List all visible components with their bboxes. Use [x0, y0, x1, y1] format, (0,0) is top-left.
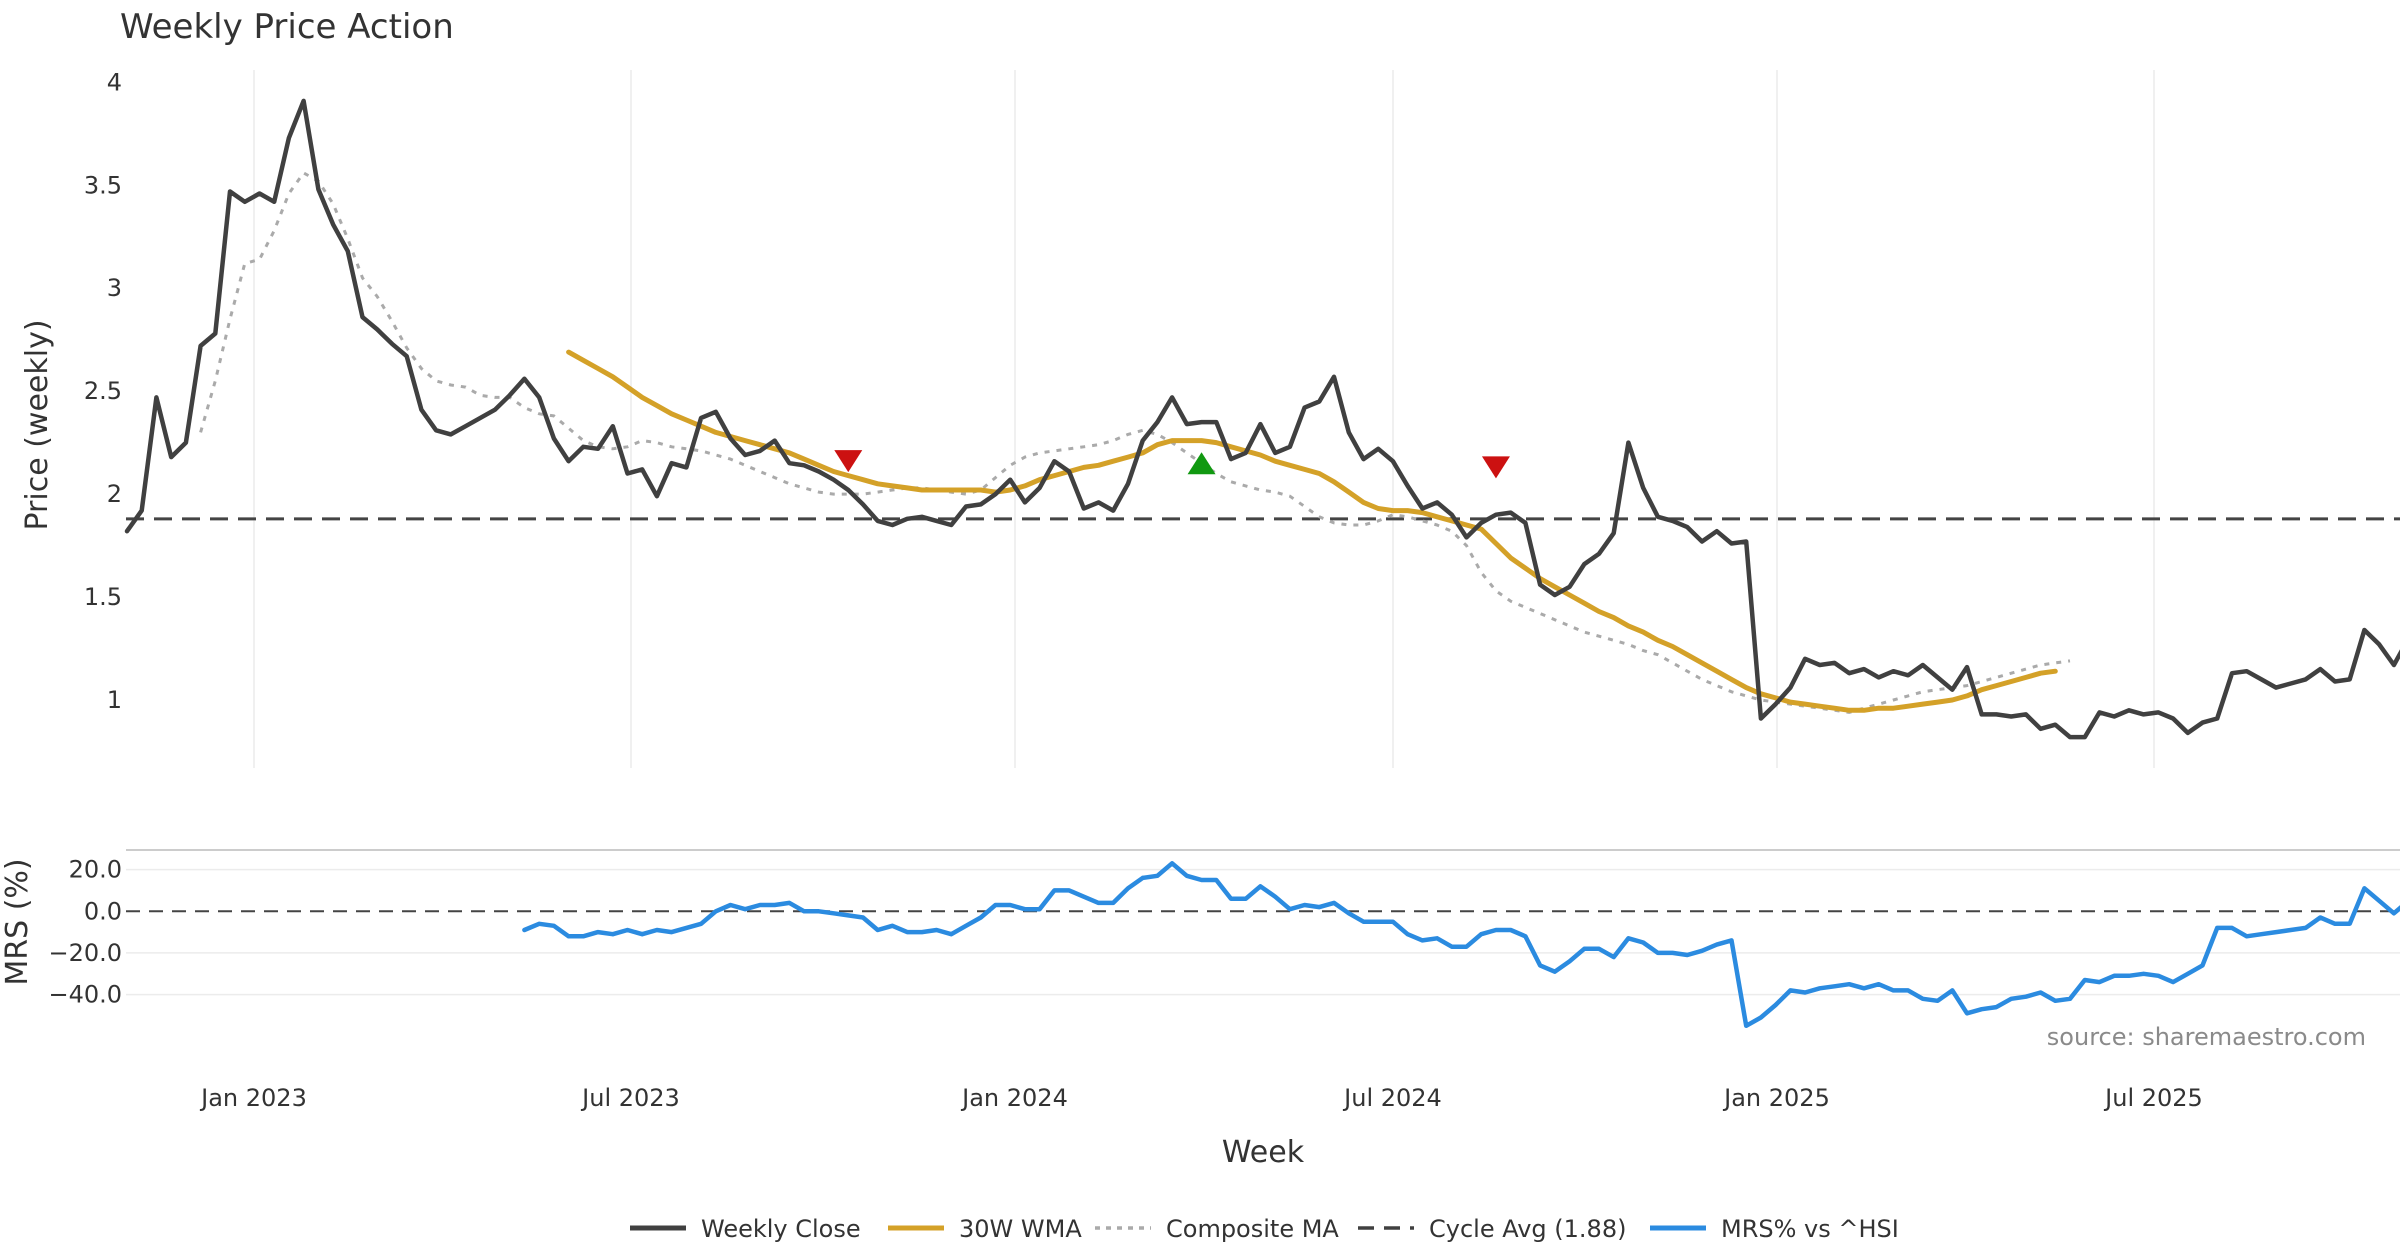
- signal-markers: [834, 450, 1510, 479]
- source-credit: source: sharemaestro.com: [2047, 1023, 2366, 1051]
- price-y-tick-label: 3.5: [84, 171, 122, 199]
- mrs-y-ticks: 20.0 0.0 −20.0 −40.0: [48, 856, 122, 1009]
- x-tick-label: Jan 2024: [960, 1084, 1068, 1112]
- legend-label: Weekly Close: [701, 1215, 861, 1243]
- x-tick-label: Jul 2024: [1342, 1084, 1442, 1112]
- mrs-series-layer: [522, 861, 2400, 1029]
- x-axis-label: Week: [1222, 1135, 1305, 1170]
- price-y-tick-label: 1.5: [84, 583, 122, 611]
- sell-signal-marker-2: [1481, 456, 1510, 479]
- mrs-panel-grid: [126, 868, 2400, 996]
- legend-label: MRS% vs ^HSI: [1721, 1215, 1899, 1243]
- price-y-tick-label: 2.5: [84, 377, 122, 405]
- series-30w-wma: [566, 349, 2058, 713]
- legend-label: Cycle Avg (1.88): [1429, 1215, 1626, 1243]
- sell-signal-marker-0: [834, 450, 863, 473]
- buy-signal-marker-1: [1187, 452, 1216, 475]
- price-y-tick-label: 4: [107, 68, 122, 96]
- mrs-y-axis-label: MRS (%): [0, 858, 35, 985]
- mrs-y-tick-label: 20.0: [69, 856, 122, 884]
- series-mrs-vs-hsi: [522, 861, 2400, 1029]
- chart-title: Weekly Price Action: [120, 7, 454, 47]
- price-y-tick-label: 3: [107, 274, 122, 302]
- mrs-y-tick-label: −40.0: [48, 981, 122, 1009]
- x-tick-label: Jan 2025: [1722, 1084, 1830, 1112]
- x-tick-label: Jan 2023: [199, 1084, 307, 1112]
- legend: Weekly Close 30W WMA Composite MA Cycle Avg…: [630, 1215, 1899, 1243]
- x-ticks: Jan 2023 Jul 2023 Jan 2024 Jul 2024 Jan 2025…: [199, 1084, 2203, 1112]
- series-weekly-close: [124, 98, 2400, 740]
- price-y-axis-label: Price (weekly): [20, 319, 55, 530]
- legend-label: Composite MA: [1166, 1215, 1339, 1243]
- x-tick-label: Jul 2023: [580, 1084, 680, 1112]
- mrs-y-tick-label: −20.0: [48, 939, 122, 967]
- price-y-tick-label: 1: [107, 686, 122, 714]
- price-y-ticks: 1 1.5 2 2.5 3 3.5 4: [84, 68, 122, 714]
- price-series-layer: [124, 98, 2400, 740]
- price-panel-grid: [253, 70, 2155, 768]
- x-tick-label: Jul 2025: [2103, 1084, 2203, 1112]
- legend-label: 30W WMA: [959, 1215, 1082, 1243]
- price-y-tick-label: 2: [107, 480, 122, 508]
- series-composite-ma: [199, 171, 2071, 714]
- mrs-y-tick-label: 0.0: [84, 897, 122, 925]
